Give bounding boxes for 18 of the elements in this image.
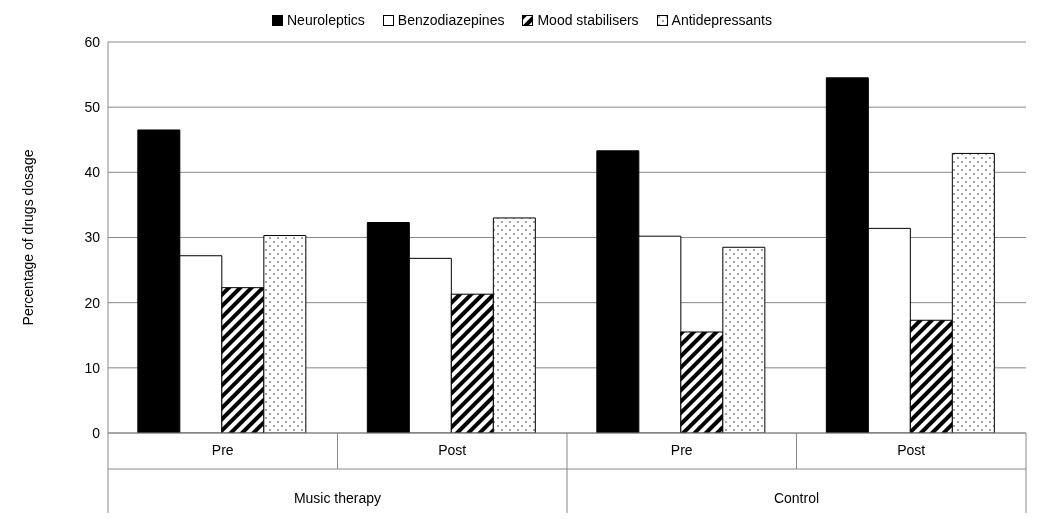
legend-label: Mood stabilisers — [536, 12, 639, 28]
x-tick-label: Pre — [670, 442, 693, 458]
legend-label: Neuroleptics — [286, 12, 365, 28]
y-tick-label: 30 — [84, 229, 101, 246]
y-tick-label: 0 — [92, 424, 101, 441]
y-tick-label: 40 — [84, 164, 101, 181]
y-tick-label: 20 — [84, 294, 101, 311]
y-axis-title: Percentage of drugs dosage — [19, 149, 36, 326]
x-tick-label: Post — [438, 442, 467, 458]
x-tick-label: Pre — [211, 442, 234, 458]
y-tick-label: 60 — [84, 33, 101, 50]
x-tick-label: Post — [897, 442, 926, 458]
text: Control — [773, 490, 820, 506]
legend-label: Benzodiazepines — [396, 12, 505, 28]
legend-label: Antidepressants — [670, 12, 773, 28]
text: Music therapy — [293, 490, 382, 506]
y-tick-label: 10 — [84, 359, 101, 376]
y-tick-label: 50 — [84, 99, 101, 116]
